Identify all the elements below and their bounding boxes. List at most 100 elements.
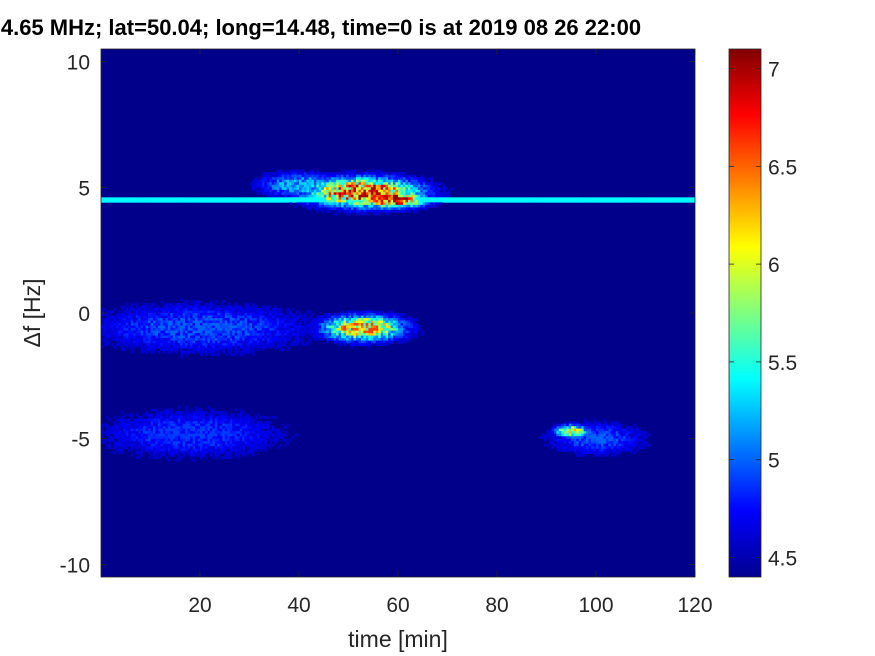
heatmap-cell [279,310,282,314]
heatmap-cell [573,421,577,424]
heatmap-cell [437,197,441,201]
heatmap-cell [284,328,287,331]
heatmap-cell [326,192,329,196]
heatmap-cell [143,421,146,424]
heatmap-cell [207,340,211,344]
heatmap-cell [157,446,161,450]
heatmap-cell [348,340,352,344]
heatmap-cell [420,184,424,188]
heatmap-cell [167,433,171,437]
heatmap-cell [323,207,327,211]
heatmap-cell [266,426,270,429]
heatmap-cell [254,448,258,452]
heatmap-cell [551,446,555,450]
heatmap-cell [561,433,565,437]
heatmap-cell [432,199,436,203]
heatmap-cell [195,338,198,341]
heatmap-cell [353,315,357,319]
heatmap-cell [165,413,169,417]
heatmap-cell [251,179,255,183]
heatmap-cell [603,453,607,457]
heatmap-cell [130,426,134,429]
heatmap-cell [143,199,146,203]
heatmap-cell [546,197,550,201]
heatmap-cell [118,315,122,319]
heatmap-cell [140,318,144,321]
heatmap-cell [338,192,342,196]
heatmap-cell [400,325,404,329]
heatmap-cell [279,189,282,193]
heatmap-cell [200,325,203,329]
heatmap-cell [247,340,250,344]
heatmap-cell [207,338,211,341]
heatmap-cell [232,428,235,432]
heatmap-cell [118,421,122,424]
heatmap-cell [338,313,342,316]
heatmap-cell [130,335,134,339]
heatmap-cell [576,433,579,437]
heatmap-cell [281,199,285,203]
heatmap-cell [318,333,322,336]
heatmap-cell [232,438,235,442]
heatmap-cell [209,421,213,424]
heatmap-cell [301,184,305,188]
heatmap-cell [610,448,614,452]
heatmap-cell [242,441,245,445]
heatmap-cell [430,184,433,188]
heatmap-cell [402,174,406,178]
heatmap-cell [115,335,119,339]
heatmap-cell [128,320,131,324]
heatmap-cell [432,187,436,191]
heatmap-cell [603,421,607,424]
heatmap-cell [383,199,386,203]
heatmap-cell [204,443,208,447]
heatmap-cell [420,194,424,198]
heatmap-cell [415,204,419,208]
heatmap-cell [130,197,134,201]
heatmap-cell [254,325,258,329]
heatmap-cell [350,330,354,334]
heatmap-cell [266,182,270,186]
heatmap-cell [261,343,265,346]
heatmap-cell [264,335,268,339]
heatmap-cell [160,310,164,314]
heatmap-cell [234,305,238,309]
heatmap-cell [155,453,159,457]
heatmap-cell [108,325,112,329]
heatmap-cell [422,192,426,196]
heatmap-cell [331,207,334,211]
heatmap-cell [358,333,362,336]
heatmap-cell [299,187,302,191]
heatmap-cell [145,330,149,334]
heatmap-cell [279,169,282,173]
heatmap-cell [180,423,183,427]
heatmap-cell [588,436,592,440]
heatmap-cell [214,411,218,414]
heatmap-cell [333,330,337,334]
heatmap-cell [135,423,139,427]
heatmap-cell [209,307,213,311]
heatmap-cell [333,174,337,178]
heatmap-cell [150,313,154,316]
heatmap-cell [118,325,122,329]
heatmap-cell [553,199,557,203]
heatmap-cell [398,207,401,211]
heatmap-cell [229,199,233,203]
heatmap-cell [110,197,114,201]
heatmap-cell [286,328,290,331]
heatmap-cell [578,423,582,427]
heatmap-cell [311,323,315,326]
heatmap-cell [591,428,594,432]
heatmap-cell [437,182,441,186]
heatmap-cell [130,333,134,336]
heatmap-cell [140,350,144,354]
heatmap-cell [561,446,565,450]
heatmap-cell [615,453,619,457]
heatmap-cell [390,184,394,188]
heatmap-cell [435,194,438,198]
heatmap-cell [353,333,357,336]
heatmap-cell [232,333,235,336]
heatmap-cell [566,423,570,427]
heatmap-cell [237,307,240,311]
heatmap-cell [192,343,196,346]
